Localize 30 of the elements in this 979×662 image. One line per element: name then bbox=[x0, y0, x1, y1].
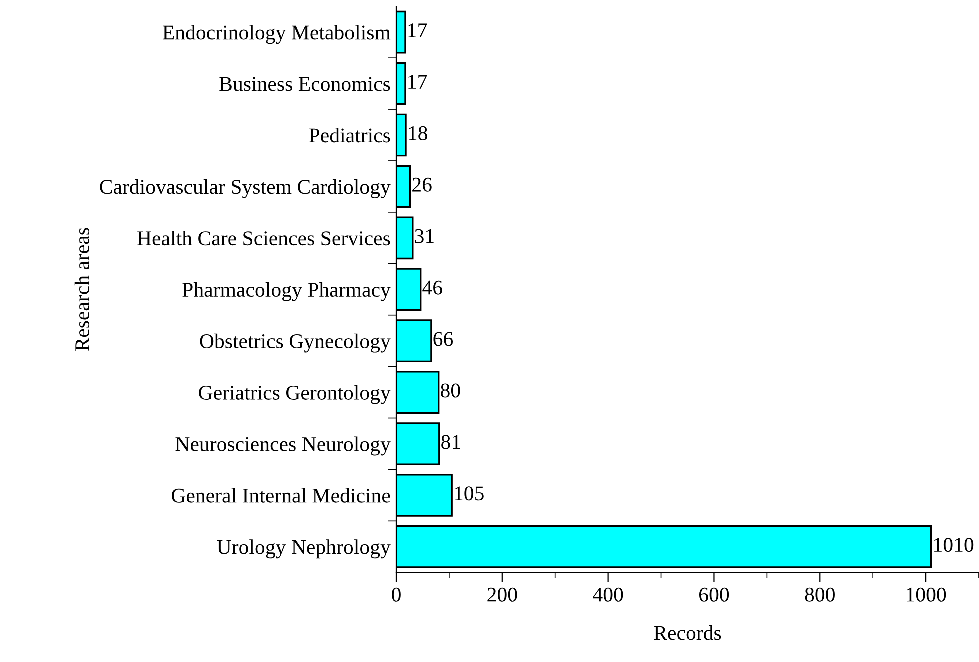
y-tick-label: Business Economics bbox=[220, 77, 390, 92]
data-label: 18 bbox=[409, 126, 428, 140]
data-label: 17 bbox=[408, 24, 428, 38]
x-tick-label: 200 bbox=[488, 588, 518, 602]
data-label: 31 bbox=[415, 229, 434, 244]
y-tick-label: Health Care Sciences Services bbox=[138, 230, 390, 246]
data-label: 105 bbox=[455, 486, 484, 501]
data-label: 81 bbox=[442, 435, 460, 450]
x-tick-label: 1000 bbox=[907, 588, 946, 602]
data-label: 1010 bbox=[934, 538, 974, 552]
data-label: 46 bbox=[422, 280, 442, 295]
data-label: 66 bbox=[434, 332, 454, 346]
y-tick-label: Pharmacology Pharmacy bbox=[182, 282, 391, 302]
y-tick-label: Geriatrics Gerontology bbox=[199, 385, 391, 404]
data-label: 80 bbox=[441, 384, 460, 398]
y-tick-label: Endocrinology Metabolism bbox=[162, 25, 391, 44]
x-tick-label: 0 bbox=[392, 588, 401, 602]
x-tick-label: 800 bbox=[805, 588, 835, 602]
data-label: 17 bbox=[408, 75, 428, 89]
y-tick-label: Pediatrics bbox=[309, 128, 390, 143]
data-label: 26 bbox=[412, 178, 432, 192]
x-tick-label: 400 bbox=[593, 588, 624, 602]
y-tick-label: Obstetrics Gynecology bbox=[200, 334, 391, 353]
x-axis-title: Records bbox=[654, 626, 722, 640]
y-tick-label: Cardiovascular System Cardiology bbox=[100, 179, 391, 198]
y-axis-title: Research areas bbox=[74, 228, 90, 352]
y-tick-label: General Internal Medicine bbox=[172, 488, 390, 503]
y-tick-label: Urology Nephrology bbox=[217, 540, 391, 559]
x-tick-label: 600 bbox=[699, 588, 730, 602]
y-tick-label: Neurosciences Neurology bbox=[176, 436, 391, 456]
